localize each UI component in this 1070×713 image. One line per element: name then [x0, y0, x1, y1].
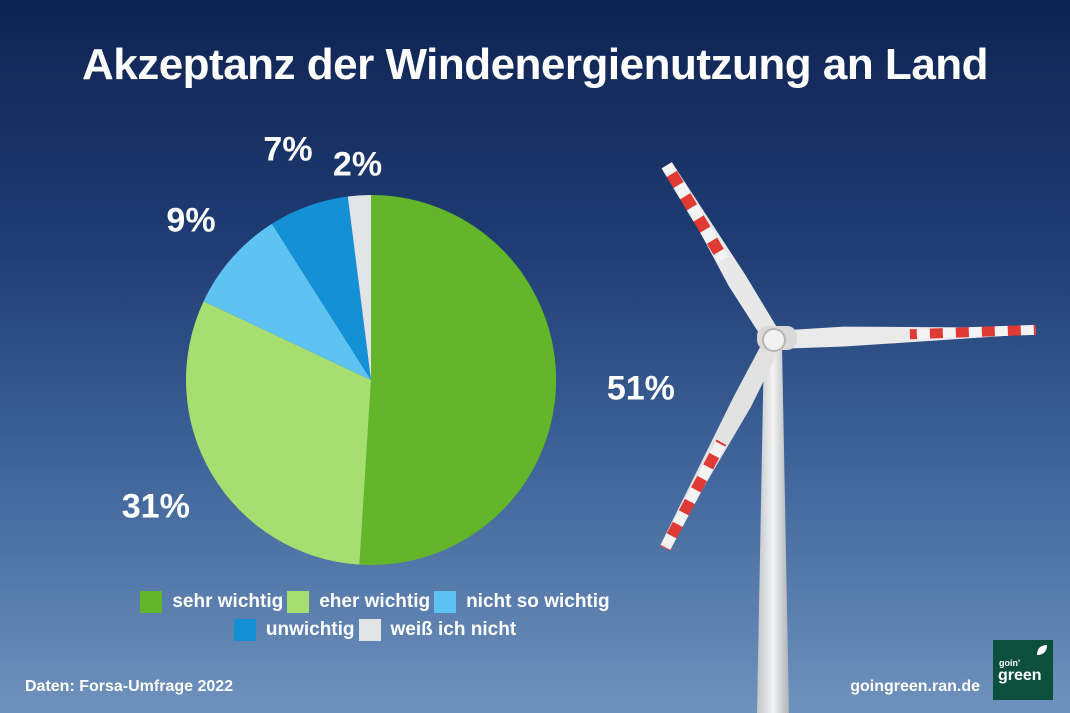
pie-value-label: 7%	[263, 130, 313, 168]
legend-label: weiß ich nicht	[390, 619, 517, 640]
turbine-tower	[757, 345, 789, 713]
turbine-blade-upper	[661, 162, 782, 345]
brand-logo: goin' green	[993, 640, 1053, 700]
pie-value-label: 51%	[606, 369, 675, 407]
legend: sehr wichtig eher wichtig nicht so wicht…	[125, 588, 625, 644]
pie-value-label: 2%	[332, 145, 383, 184]
website-link[interactable]: goingreen.ran.de	[850, 678, 980, 695]
chart-title: Akzeptanz der Windenergienutzung an Land	[81, 40, 989, 89]
logo-text-big: green	[998, 667, 1042, 684]
turbine-hub	[762, 328, 786, 352]
legend-swatch	[233, 619, 256, 641]
pie-slice-4	[347, 195, 371, 380]
legend-item-unwichtig: unwichtig	[233, 619, 355, 641]
pie-slice-3	[271, 196, 371, 380]
legend-item-eher-wichtig: eher wichtig	[287, 591, 430, 613]
legend-item-weiss-ich-nicht: weiß ich nicht	[358, 619, 517, 641]
data-source: Daten: Forsa-Umfrage 2022	[25, 678, 234, 695]
pie-value-label: 9%	[166, 201, 216, 240]
legend-item-sehr-wichtig: sehr wichtig	[140, 591, 283, 613]
legend-swatch	[287, 591, 310, 613]
pie-slice-0	[359, 194, 557, 565]
turbine-blade-right	[773, 324, 1036, 349]
legend-swatch	[358, 619, 381, 641]
pie-slice-1	[186, 301, 371, 565]
legend-item-nicht-so-wichtig: nicht so wichtig	[434, 591, 610, 613]
legend-swatch	[140, 591, 163, 613]
pie-slice-2	[203, 223, 371, 380]
pie-value-label: 31%	[121, 487, 190, 526]
logo-text-small: goin'	[999, 658, 1021, 668]
legend-row-1: sehr wichtig eher wichtig nicht so wicht…	[125, 588, 625, 616]
leaf-icon	[1037, 645, 1047, 655]
legend-label: nicht so wichtig	[466, 591, 610, 612]
legend-label: sehr wichtig	[172, 591, 284, 612]
legend-label: eher wichtig	[319, 591, 431, 612]
legend-row-2: unwichtig weiß ich nicht	[125, 616, 625, 644]
legend-label: unwichtig	[265, 619, 355, 640]
legend-swatch	[434, 591, 457, 613]
turbine-blade-lower	[660, 335, 782, 551]
